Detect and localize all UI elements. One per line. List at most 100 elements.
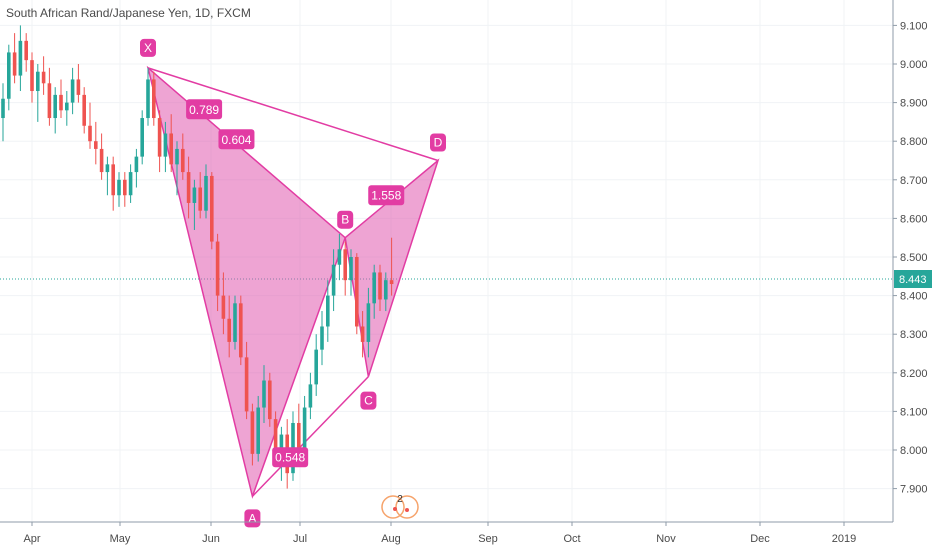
candle-body <box>239 303 243 358</box>
candle-body <box>366 303 371 342</box>
candle-body <box>18 40 23 76</box>
candle <box>320 311 324 366</box>
events-badge[interactable]: 2 <box>381 494 419 519</box>
candle-body <box>181 148 185 173</box>
candle-body <box>297 422 301 450</box>
candle-body <box>279 434 284 458</box>
candle-body <box>262 380 266 408</box>
candle <box>65 91 69 126</box>
x-tick-label: Sep <box>478 533 498 545</box>
candle-body <box>82 94 86 126</box>
candle-body <box>389 280 394 285</box>
candle-body <box>314 349 318 385</box>
pattern-point-c: C <box>364 394 373 408</box>
candle <box>215 233 220 312</box>
candle-body <box>378 272 382 300</box>
candle <box>210 172 214 250</box>
candle <box>250 403 255 466</box>
candle <box>134 148 139 188</box>
candle-body <box>360 326 365 342</box>
candle-body <box>105 164 110 173</box>
candle-body <box>152 79 156 119</box>
candle-body <box>326 295 330 327</box>
pattern-point-a-badge <box>244 509 261 528</box>
candle-body <box>140 118 144 157</box>
candle-body <box>24 40 28 61</box>
event-icon[interactable] <box>395 495 419 519</box>
candle-body <box>273 419 278 458</box>
candle <box>366 287 371 358</box>
y-tick-label: 9.100 <box>900 20 928 32</box>
candle-body <box>302 407 307 450</box>
candle-body <box>384 280 388 300</box>
candle <box>82 87 86 134</box>
candle-body <box>94 141 98 149</box>
candle-body <box>221 295 226 319</box>
candle-body <box>53 94 57 119</box>
candle <box>111 156 115 211</box>
candle <box>41 56 46 95</box>
y-tick-label: 8.900 <box>900 98 928 110</box>
candle <box>140 110 144 165</box>
y-tick-label: 8.100 <box>900 406 928 418</box>
candle-body <box>192 187 197 203</box>
candle <box>227 295 231 358</box>
candle-body <box>157 118 162 157</box>
candle <box>128 164 133 203</box>
x-tick-label: Aug <box>381 533 401 545</box>
candle <box>204 164 208 219</box>
x-tick-label: Apr <box>23 533 40 545</box>
candle <box>308 372 313 420</box>
candle <box>343 241 347 296</box>
candle <box>262 365 266 423</box>
candle <box>389 237 394 296</box>
candle-body <box>233 303 237 342</box>
candle <box>326 280 330 342</box>
candle <box>24 33 28 72</box>
candles <box>1 25 394 489</box>
candle-body <box>349 257 353 281</box>
candle-body <box>134 156 139 173</box>
pattern-point-d: D <box>434 136 443 150</box>
candle <box>76 64 81 103</box>
candle-body <box>12 52 17 76</box>
x-tick-label: Nov <box>656 533 676 545</box>
y-tick-label: 8.200 <box>900 368 928 380</box>
pattern-line-ac <box>251 376 369 497</box>
candle <box>1 83 5 142</box>
candle <box>47 67 52 126</box>
candle <box>70 67 75 115</box>
candle-body <box>331 264 336 296</box>
x-tick-label: Dec <box>750 533 770 545</box>
event-icon[interactable] <box>381 495 405 519</box>
pattern-ratio-label: 1.558 <box>371 189 401 203</box>
candle-body <box>343 249 347 281</box>
candle-body <box>70 79 75 103</box>
chart-title: South African Rand/Japanese Yen, 1D, FXC… <box>6 6 251 20</box>
pattern-point-x-badge <box>140 38 156 57</box>
candle <box>169 114 173 173</box>
candle-body <box>47 83 52 119</box>
candle <box>146 67 150 126</box>
candle <box>256 395 260 462</box>
candle-body <box>244 357 249 412</box>
pattern-ratio-badge <box>218 129 255 150</box>
pattern-point-b: B <box>341 213 349 227</box>
candle-body <box>175 148 179 165</box>
candle-body <box>30 60 34 92</box>
candle <box>163 121 168 173</box>
y-tick-label: 8.000 <box>900 445 928 457</box>
candle-body <box>204 175 208 211</box>
event-dot <box>405 508 409 512</box>
candle-body <box>128 172 133 196</box>
candle-body <box>320 326 324 350</box>
candle-body <box>88 125 92 142</box>
candle <box>123 172 127 207</box>
candle <box>384 272 388 312</box>
pattern-ratio-label: 0.789 <box>189 103 219 117</box>
candle <box>59 79 63 119</box>
candle-body <box>76 79 81 95</box>
candle <box>186 156 191 219</box>
